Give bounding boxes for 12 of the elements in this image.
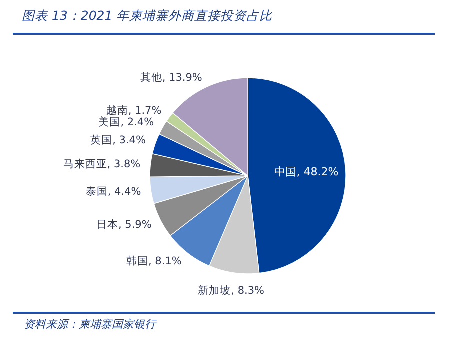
slice-label: 日本, 5.9%: [96, 218, 152, 232]
slice-label: 新加坡, 8.3%: [198, 284, 265, 297]
text: 资料来源：柬埔寨国家银行: [24, 317, 156, 332]
slice-label: 越南, 1.7%: [106, 104, 162, 118]
slice-label: 韩国, 8.1%: [126, 254, 182, 268]
slice-label: 其他, 13.9%: [140, 71, 202, 84]
slice-label: 英国, 3.4%: [90, 134, 146, 147]
slice-label: 泰国, 4.4%: [86, 186, 142, 198]
slice-label: 美国, 2.4%: [98, 116, 154, 129]
chart-title: 图表 13：2021 年柬埔寨外商直接投资占比: [22, 8, 273, 25]
slice-label: 中国, 48.2%: [274, 166, 339, 179]
slice-label: 马来西亚, 3.8%: [63, 157, 141, 170]
